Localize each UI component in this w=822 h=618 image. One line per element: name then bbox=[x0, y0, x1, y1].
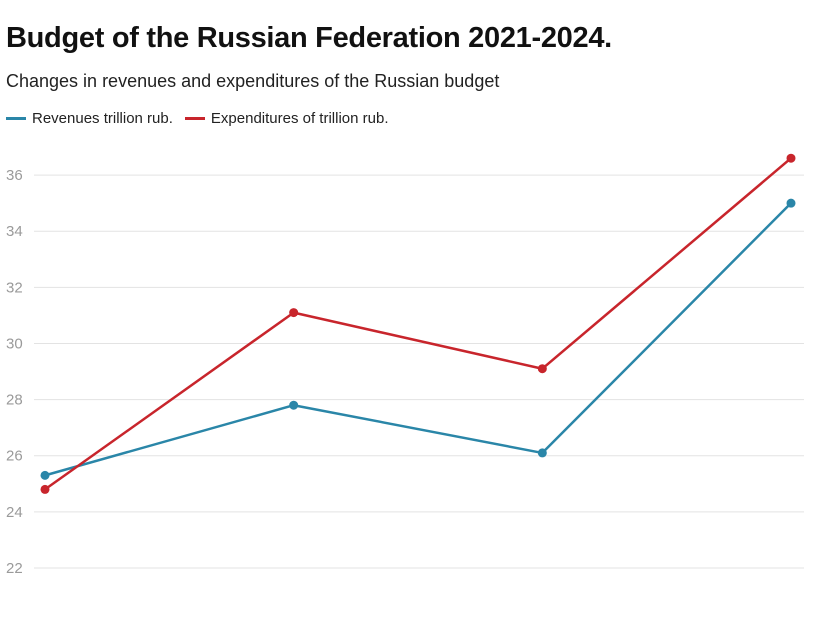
y-tick-label-26: 26 bbox=[6, 448, 23, 465]
legend-swatch-expenditures bbox=[184, 117, 205, 120]
grid-layer: 22 24 26 28 30 32 34 36 bbox=[6, 167, 804, 577]
legend-label-revenues: Revenues trillion rub. bbox=[32, 110, 173, 127]
y-tick-label-36: 36 bbox=[6, 167, 23, 184]
series-layer bbox=[40, 153, 796, 494]
legend-label-expenditures: Expenditures of trillion rub. bbox=[210, 110, 389, 127]
y-tick-label-34: 34 bbox=[6, 223, 23, 240]
data-point-revenues-2021[interactable] bbox=[40, 470, 50, 480]
data-point-expenditures-2024[interactable] bbox=[786, 153, 796, 163]
data-point-revenues-2022[interactable] bbox=[289, 400, 299, 410]
data-point-revenues-2023[interactable] bbox=[537, 448, 547, 458]
data-point-expenditures-2022[interactable] bbox=[289, 308, 299, 318]
series-line-revenues bbox=[44, 202, 792, 477]
y-tick-label-24: 24 bbox=[6, 504, 23, 521]
chart-title: Budget of the Russian Federation 2021-20… bbox=[6, 22, 612, 54]
series-line-expenditures bbox=[44, 157, 792, 491]
legend-item-expenditures: Expenditures of trillion rub. bbox=[184, 110, 389, 127]
y-tick-label-28: 28 bbox=[6, 392, 23, 409]
data-point-revenues-2024[interactable] bbox=[786, 198, 796, 208]
chart-subtitle: Changes in revenues and expenditures of … bbox=[6, 71, 500, 91]
data-point-expenditures-2021[interactable] bbox=[40, 484, 50, 494]
y-tick-label-30: 30 bbox=[6, 335, 23, 352]
legend: Revenues trillion rub. Expenditures of t… bbox=[6, 110, 401, 127]
y-tick-label-32: 32 bbox=[6, 279, 23, 296]
y-tick-label-22: 22 bbox=[6, 560, 23, 577]
data-point-expenditures-2023[interactable] bbox=[537, 364, 547, 374]
legend-item-revenues: Revenues trillion rub. bbox=[6, 110, 173, 127]
legend-swatch-revenues bbox=[6, 117, 26, 120]
